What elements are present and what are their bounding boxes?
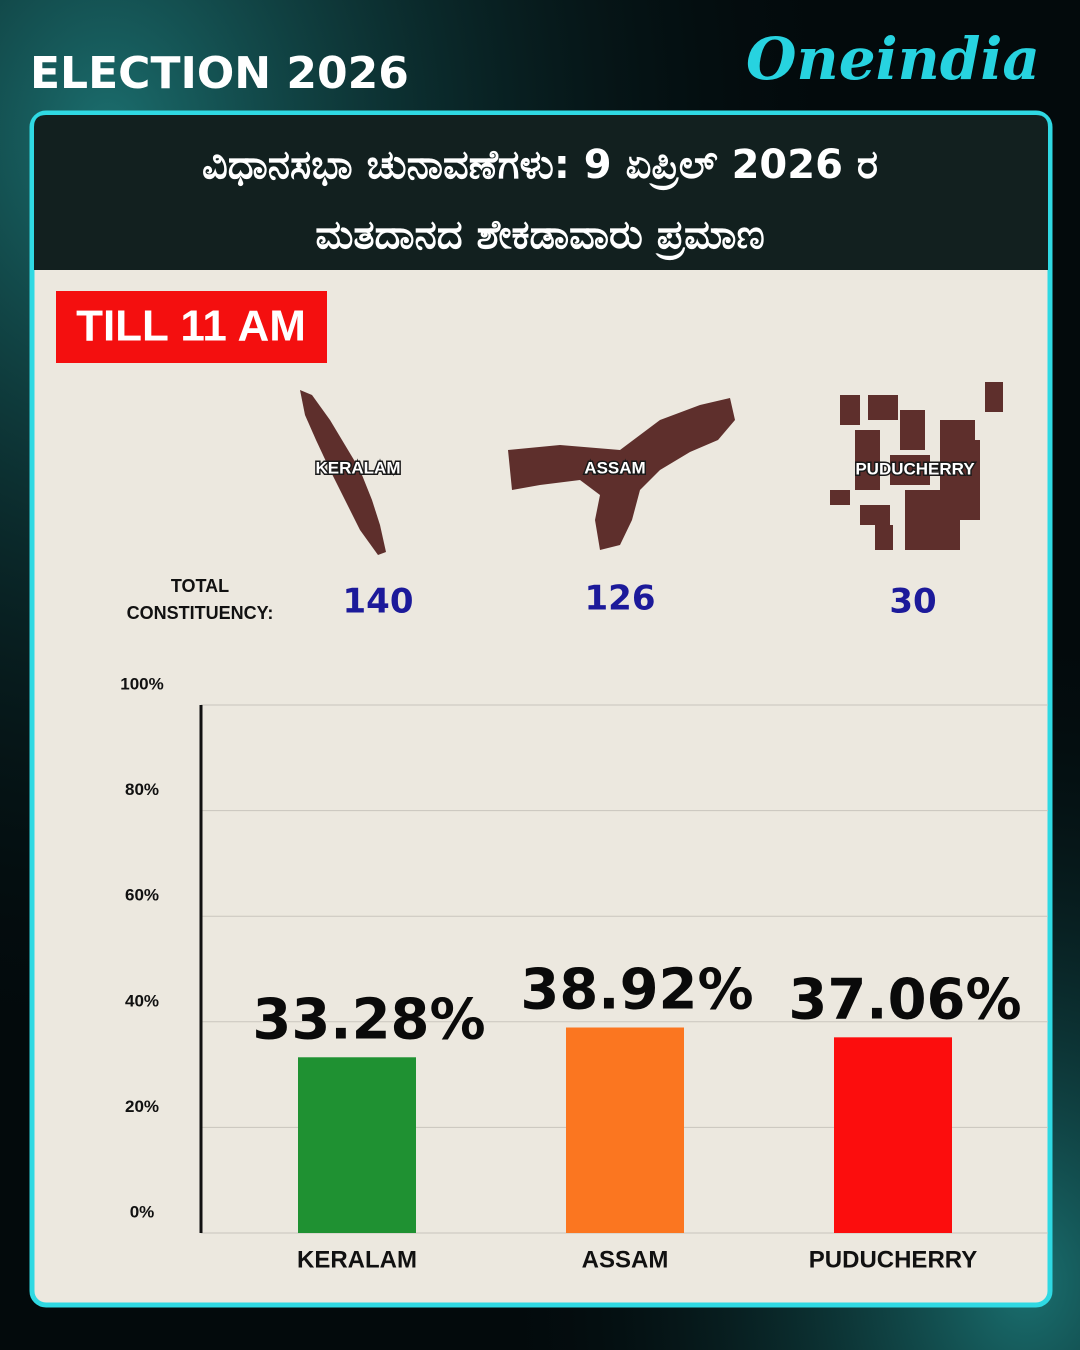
y-tick-label: 20% (125, 1097, 159, 1116)
constituency-count: 126 (585, 579, 656, 619)
y-tick-label: 100% (120, 674, 163, 693)
map-shape (830, 382, 1003, 550)
value-label: 33.28% (252, 987, 485, 1052)
map-label: KERALAM (316, 458, 401, 477)
chart: 0% 20% 40% 60% 80% 100% 33.28% KERALAM 38.92% ASS… (120, 674, 1048, 1273)
election-label: ELECTION 2026 (30, 48, 409, 99)
x-tick-label: KERALAM (297, 1246, 417, 1273)
bar (834, 1037, 952, 1233)
constituency-count: 30 (889, 582, 936, 622)
value-label: 38.92% (520, 958, 753, 1023)
y-tick-label: 60% (125, 886, 159, 905)
bar (566, 1027, 684, 1233)
constituency-label: CONSTITUENCY: (127, 603, 274, 623)
badge (56, 291, 327, 363)
badge-text: TILL 11 AM (76, 302, 306, 351)
x-tick-label: PUDUCHERRY (809, 1246, 977, 1273)
constituency-label: TOTAL (171, 576, 229, 596)
title-bar (34, 115, 1048, 270)
y-tick-label: 40% (125, 991, 159, 1010)
panel (29, 110, 1053, 1308)
title-line: ಮತದಾನದ ಶೇಕಡಾವಾರು ಪ್ರಮಾಣ (315, 212, 764, 260)
constituency-count: 140 (343, 582, 414, 622)
x-tick-label: ASSAM (582, 1246, 669, 1273)
y-tick-label: 80% (125, 780, 159, 799)
title-line: ವಿಧಾನಸಭಾ ಚುನಾವಣೆಗಳು: 9 ಏಪ್ರಿಲ್ 2026 ರ (202, 142, 878, 190)
y-tick-label: 0% (130, 1202, 155, 1221)
map-label: PUDUCHERRY (855, 459, 975, 478)
map-shape (508, 398, 735, 550)
brand-logo: Oneindia (746, 25, 1040, 93)
bar (298, 1057, 416, 1233)
map-shape (300, 390, 386, 555)
value-label: 37.06% (788, 967, 1021, 1032)
map-label: ASSAM (584, 458, 645, 477)
